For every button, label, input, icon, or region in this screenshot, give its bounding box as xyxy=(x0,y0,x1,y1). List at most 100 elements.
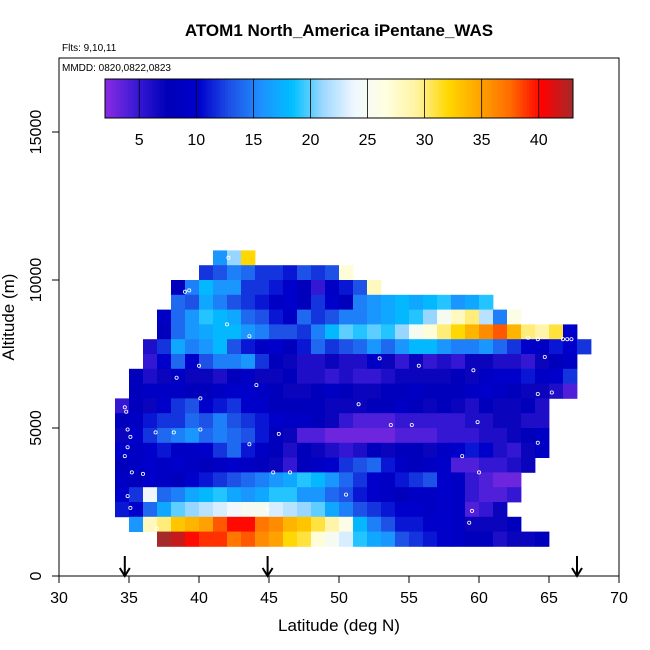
heatmap-cell xyxy=(437,457,452,473)
heatmap-cell xyxy=(563,324,578,340)
colorbar-segment xyxy=(192,79,197,118)
heatmap-cell xyxy=(227,472,242,488)
sample-point xyxy=(535,391,540,396)
heatmap-cell xyxy=(367,516,382,532)
heatmap-cell xyxy=(409,324,424,340)
heatmap-cell xyxy=(465,383,480,399)
sample-point xyxy=(154,526,159,531)
colorbar-segment xyxy=(482,79,486,118)
sample-point xyxy=(343,492,348,497)
colorbar-segment xyxy=(292,79,296,118)
heatmap-cell xyxy=(535,324,550,340)
heatmap-cell xyxy=(129,413,144,429)
sample-point xyxy=(254,383,259,388)
colorbar-segment xyxy=(552,79,556,118)
heatmap-cell xyxy=(325,442,340,458)
heatmap-cell xyxy=(549,383,564,399)
colorbar-tick-label: 15 xyxy=(244,132,262,149)
heatmap-cell xyxy=(437,442,452,458)
colorbar-segment xyxy=(356,79,360,118)
heatmap-cell xyxy=(199,383,214,399)
heatmap-cell xyxy=(157,309,172,325)
heatmap-cell xyxy=(367,413,382,429)
heatmap-cell xyxy=(325,487,340,503)
heatmap-cell xyxy=(311,280,326,296)
heatmap-cell xyxy=(353,531,368,547)
heatmap-cell xyxy=(437,383,452,399)
heatmap-cell xyxy=(199,487,214,503)
colorbar-segment xyxy=(271,79,276,118)
heatmap-cell xyxy=(171,457,186,473)
sample-point xyxy=(535,337,540,342)
heatmap-cell xyxy=(297,339,312,355)
heatmap-cell xyxy=(185,324,200,340)
colorbar-segment xyxy=(324,79,328,118)
heatmap-cell xyxy=(325,265,340,281)
heatmap-cell xyxy=(297,502,312,518)
heatmap-cell xyxy=(255,413,270,429)
heatmap-cell xyxy=(507,457,522,473)
heatmap-cell xyxy=(367,531,382,547)
heatmap-cell xyxy=(339,309,354,325)
heatmap-cell xyxy=(199,457,214,473)
heatmap-cell xyxy=(521,339,536,355)
heatmap-cell xyxy=(199,265,214,281)
heatmap-cell xyxy=(269,442,284,458)
heatmap-cell xyxy=(143,383,158,399)
colorbar-segment xyxy=(412,79,416,118)
heatmap-cell xyxy=(241,428,256,444)
heatmap-cell xyxy=(157,413,172,429)
colorbar-segment xyxy=(143,79,147,118)
heatmap-cell xyxy=(213,487,228,503)
heatmap-cell xyxy=(437,413,452,429)
heatmap-cell xyxy=(521,398,536,414)
heatmap-cell xyxy=(367,398,382,414)
sample-point xyxy=(569,337,574,342)
heatmap-cell xyxy=(283,398,298,414)
heatmap-cell xyxy=(409,413,424,429)
heatmap-cell xyxy=(325,368,340,384)
heatmap-cell xyxy=(451,294,466,310)
heatmap-cell xyxy=(353,472,368,488)
heatmap-cell xyxy=(423,487,438,503)
heatmap-cell xyxy=(367,354,382,370)
heatmap-cell xyxy=(297,428,312,444)
sample-point xyxy=(416,363,421,368)
heatmap-cell xyxy=(129,487,144,503)
heatmap-cell xyxy=(297,383,312,399)
heatmap-cell xyxy=(339,442,354,458)
heatmap-cell xyxy=(507,487,522,503)
heatmap-cell xyxy=(465,413,480,429)
heatmap-cell xyxy=(381,383,396,399)
colorbar-segment xyxy=(178,79,182,118)
heatmap-cell xyxy=(311,442,326,458)
heatmap-cell xyxy=(199,280,214,296)
colorbar-segment xyxy=(476,79,480,118)
sample-points xyxy=(122,255,591,531)
heatmap-cell xyxy=(451,531,466,547)
heatmap-cell xyxy=(353,398,368,414)
heatmap-cell xyxy=(185,442,200,458)
heatmap-cell xyxy=(269,398,284,414)
colorbar-segment xyxy=(254,79,258,118)
heatmap-cell xyxy=(521,383,536,399)
heatmap-cell xyxy=(227,413,242,429)
heatmap-cell xyxy=(381,398,396,414)
heatmap-cell xyxy=(255,516,270,532)
colorbar-segment xyxy=(406,79,410,118)
heatmap-cell xyxy=(143,487,158,503)
heatmap-cell xyxy=(353,324,368,340)
heatmap-cell xyxy=(157,457,172,473)
heatmap-cell xyxy=(199,309,214,325)
heatmap-cell xyxy=(325,502,340,518)
heatmap-cell xyxy=(297,354,312,370)
colorbar-segment xyxy=(350,79,355,118)
heatmap-cell xyxy=(381,324,396,340)
heatmap-cell xyxy=(493,368,508,384)
heatmap-cell xyxy=(367,339,382,355)
heatmap-cell xyxy=(479,368,494,384)
x-axis-label: Latitude (deg N) xyxy=(278,616,400,635)
x-tick-label: 35 xyxy=(120,590,138,607)
colorbar-frame xyxy=(104,78,574,119)
heatmap-cell xyxy=(423,472,438,488)
